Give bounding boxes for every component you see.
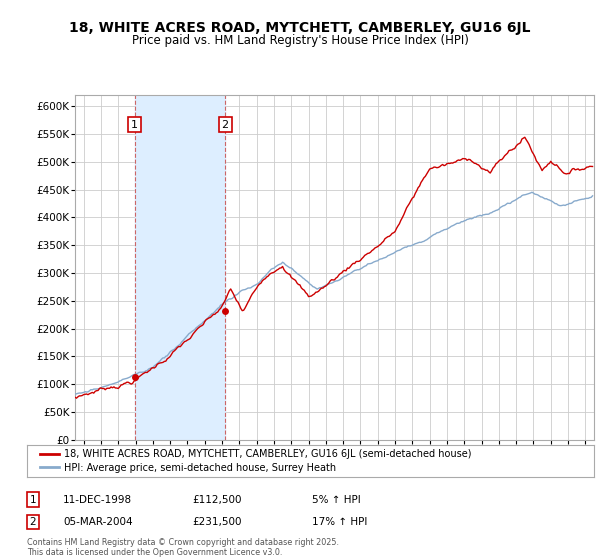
Text: 05-MAR-2004: 05-MAR-2004 [63, 517, 133, 527]
Text: 2: 2 [221, 120, 229, 130]
Legend: 18, WHITE ACRES ROAD, MYTCHETT, CAMBERLEY, GU16 6JL (semi-detached house), HPI: : 18, WHITE ACRES ROAD, MYTCHETT, CAMBERLE… [35, 444, 476, 478]
Text: Price paid vs. HM Land Registry's House Price Index (HPI): Price paid vs. HM Land Registry's House … [131, 34, 469, 46]
Text: 5% ↑ HPI: 5% ↑ HPI [312, 494, 361, 505]
Bar [134, 95, 225, 440]
Text: 1: 1 [131, 120, 138, 130]
Text: 1: 1 [29, 494, 37, 505]
Text: 2: 2 [29, 517, 37, 527]
Text: 18, WHITE ACRES ROAD, MYTCHETT, CAMBERLEY, GU16 6JL: 18, WHITE ACRES ROAD, MYTCHETT, CAMBERLE… [69, 21, 531, 35]
Text: Contains HM Land Registry data © Crown copyright and database right 2025.
This d: Contains HM Land Registry data © Crown c… [27, 538, 339, 557]
Text: £112,500: £112,500 [192, 494, 241, 505]
Text: £231,500: £231,500 [192, 517, 241, 527]
Text: 17% ↑ HPI: 17% ↑ HPI [312, 517, 367, 527]
Text: 11-DEC-1998: 11-DEC-1998 [63, 494, 132, 505]
